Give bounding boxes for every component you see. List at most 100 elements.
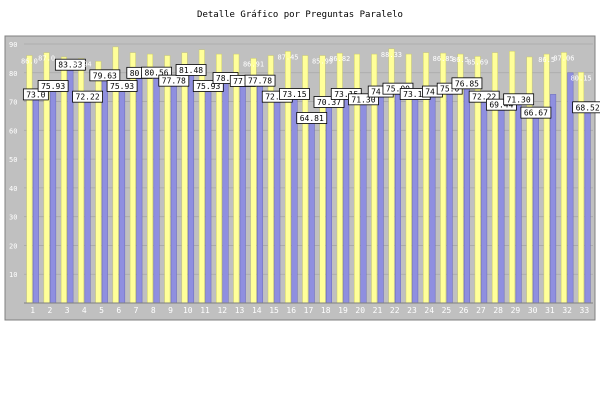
x-tick-label: 18 xyxy=(321,306,331,315)
data-label-text: 75.93 xyxy=(110,82,134,91)
bar-series-1 xyxy=(32,92,39,304)
bar-series-2 xyxy=(147,53,154,304)
bar-series-1 xyxy=(239,79,246,304)
bar-series-1 xyxy=(308,116,315,304)
bar-series-1 xyxy=(550,94,557,304)
bar-series-2 xyxy=(491,52,498,304)
y-tick-label: 30 xyxy=(9,214,17,222)
data-label-series-2: 85.69 xyxy=(467,58,488,66)
x-tick-label: 16 xyxy=(286,306,296,315)
data-label-series-2: 88.33 xyxy=(381,51,402,59)
x-tick-label: 6 xyxy=(116,306,121,315)
data-label-text: 80.56 xyxy=(145,69,169,78)
bar-series-1 xyxy=(170,78,177,304)
data-label-series-1: 75.93 xyxy=(192,80,224,92)
bar-series-1 xyxy=(343,92,350,304)
data-label-text: 75.00 xyxy=(386,85,410,94)
data-label-series-1: 66.67 xyxy=(520,106,552,119)
x-tick-label: 29 xyxy=(511,306,521,315)
data-label-series-2: 86.5 xyxy=(538,56,555,64)
data-label-series-2: 85.99 xyxy=(312,58,333,66)
data-label-box xyxy=(192,80,224,92)
bar-series-2 xyxy=(560,52,567,304)
x-tick-label: 28 xyxy=(493,306,503,315)
x-tick-label: 14 xyxy=(252,306,262,315)
data-label-text: 73.15 xyxy=(403,90,427,99)
data-label-series-2: 87.06 xyxy=(553,54,574,62)
data-label-text: 74.0 xyxy=(371,88,390,97)
data-label-box xyxy=(22,88,49,101)
data-label-text: 75.0 xyxy=(440,85,459,94)
data-label-series-1: 83.33 xyxy=(54,58,86,71)
data-label-series-1: 75.93 xyxy=(37,80,69,92)
x-tick-label: 8 xyxy=(151,306,156,315)
data-label-text: 73.0 xyxy=(26,90,45,99)
x-tick-label: 24 xyxy=(424,306,434,315)
bar-series-1 xyxy=(84,94,91,304)
bar-series-1 xyxy=(446,86,453,304)
data-label-series-1: 75.93 xyxy=(106,80,138,92)
x-tick-label: 33 xyxy=(580,306,590,315)
data-label-text: 69.44 xyxy=(489,101,513,110)
x-tick-label: 4 xyxy=(82,306,87,315)
data-label-box xyxy=(106,80,138,92)
data-label-box xyxy=(37,80,69,92)
bar-series-1 xyxy=(515,97,522,304)
data-label-text: 83.33 xyxy=(58,61,82,70)
data-label-series-2: 84.94 xyxy=(71,61,92,69)
data-label-series-2: 87.0 xyxy=(38,55,55,63)
x-tick-label: 22 xyxy=(390,306,400,315)
data-label-text: 70.37 xyxy=(317,98,341,107)
data-label-box xyxy=(348,93,379,106)
data-label-box xyxy=(572,101,600,114)
data-label-series-2: 87.45 xyxy=(277,53,298,61)
x-tick-label: 32 xyxy=(562,306,572,315)
x-tick-label: 23 xyxy=(407,306,417,315)
bar-series-2 xyxy=(319,55,326,304)
bar-series-1 xyxy=(136,71,143,304)
data-label-series-2: 80.15 xyxy=(571,74,592,82)
data-label-text: 81.48 xyxy=(179,66,203,75)
bar-series-1 xyxy=(291,92,298,304)
data-label-text: 64.81 xyxy=(300,114,324,123)
chart-title: Detalle Gráfico por Preguntas Paralelo xyxy=(197,10,403,20)
data-label-box xyxy=(141,66,172,79)
bar-series-1 xyxy=(481,94,488,304)
bar-series-2 xyxy=(509,50,516,304)
x-tick-label: 17 xyxy=(304,306,314,315)
x-tick-label: 15 xyxy=(269,306,279,315)
data-label-text: 71.30 xyxy=(507,95,531,104)
data-label-series-1: 81.48 xyxy=(175,64,207,76)
x-tick-label: 27 xyxy=(476,306,486,315)
data-label-box xyxy=(279,88,310,100)
data-label-series-2: 86.85 xyxy=(433,55,454,63)
bar-series-1 xyxy=(412,92,419,304)
x-tick-label: 10 xyxy=(183,306,193,315)
data-label-box xyxy=(503,93,535,106)
bar-series-1 xyxy=(188,68,195,304)
bar-series-1 xyxy=(377,89,384,304)
data-label-box xyxy=(54,58,86,71)
data-label-series-1: 68.52 xyxy=(572,101,600,114)
data-label-box xyxy=(313,96,345,108)
bar-series-1 xyxy=(119,84,126,304)
data-label-text: 77.78 xyxy=(248,77,272,86)
x-tick-label: 21 xyxy=(373,306,383,315)
data-label-series-1: 70.37 xyxy=(313,96,345,108)
x-tick-label: 31 xyxy=(545,306,555,315)
bar-series-2 xyxy=(164,55,171,304)
data-label-series-1: 80.56 xyxy=(141,66,172,79)
data-label-text: 74. xyxy=(425,88,439,97)
data-label-box xyxy=(468,90,500,103)
data-label-text: 79.63 xyxy=(93,71,117,80)
data-label-series-1: 71.30 xyxy=(348,93,379,106)
bar-series-1 xyxy=(50,84,57,304)
data-label-text: 80.5 xyxy=(130,69,149,78)
y-tick-label: 10 xyxy=(9,271,17,279)
data-label-text: 76.85 xyxy=(455,79,479,88)
data-label-text: 73.15 xyxy=(282,90,306,99)
x-tick-label: 12 xyxy=(217,306,227,315)
x-tick-label: 11 xyxy=(200,306,210,315)
bar-series-1 xyxy=(205,84,212,304)
